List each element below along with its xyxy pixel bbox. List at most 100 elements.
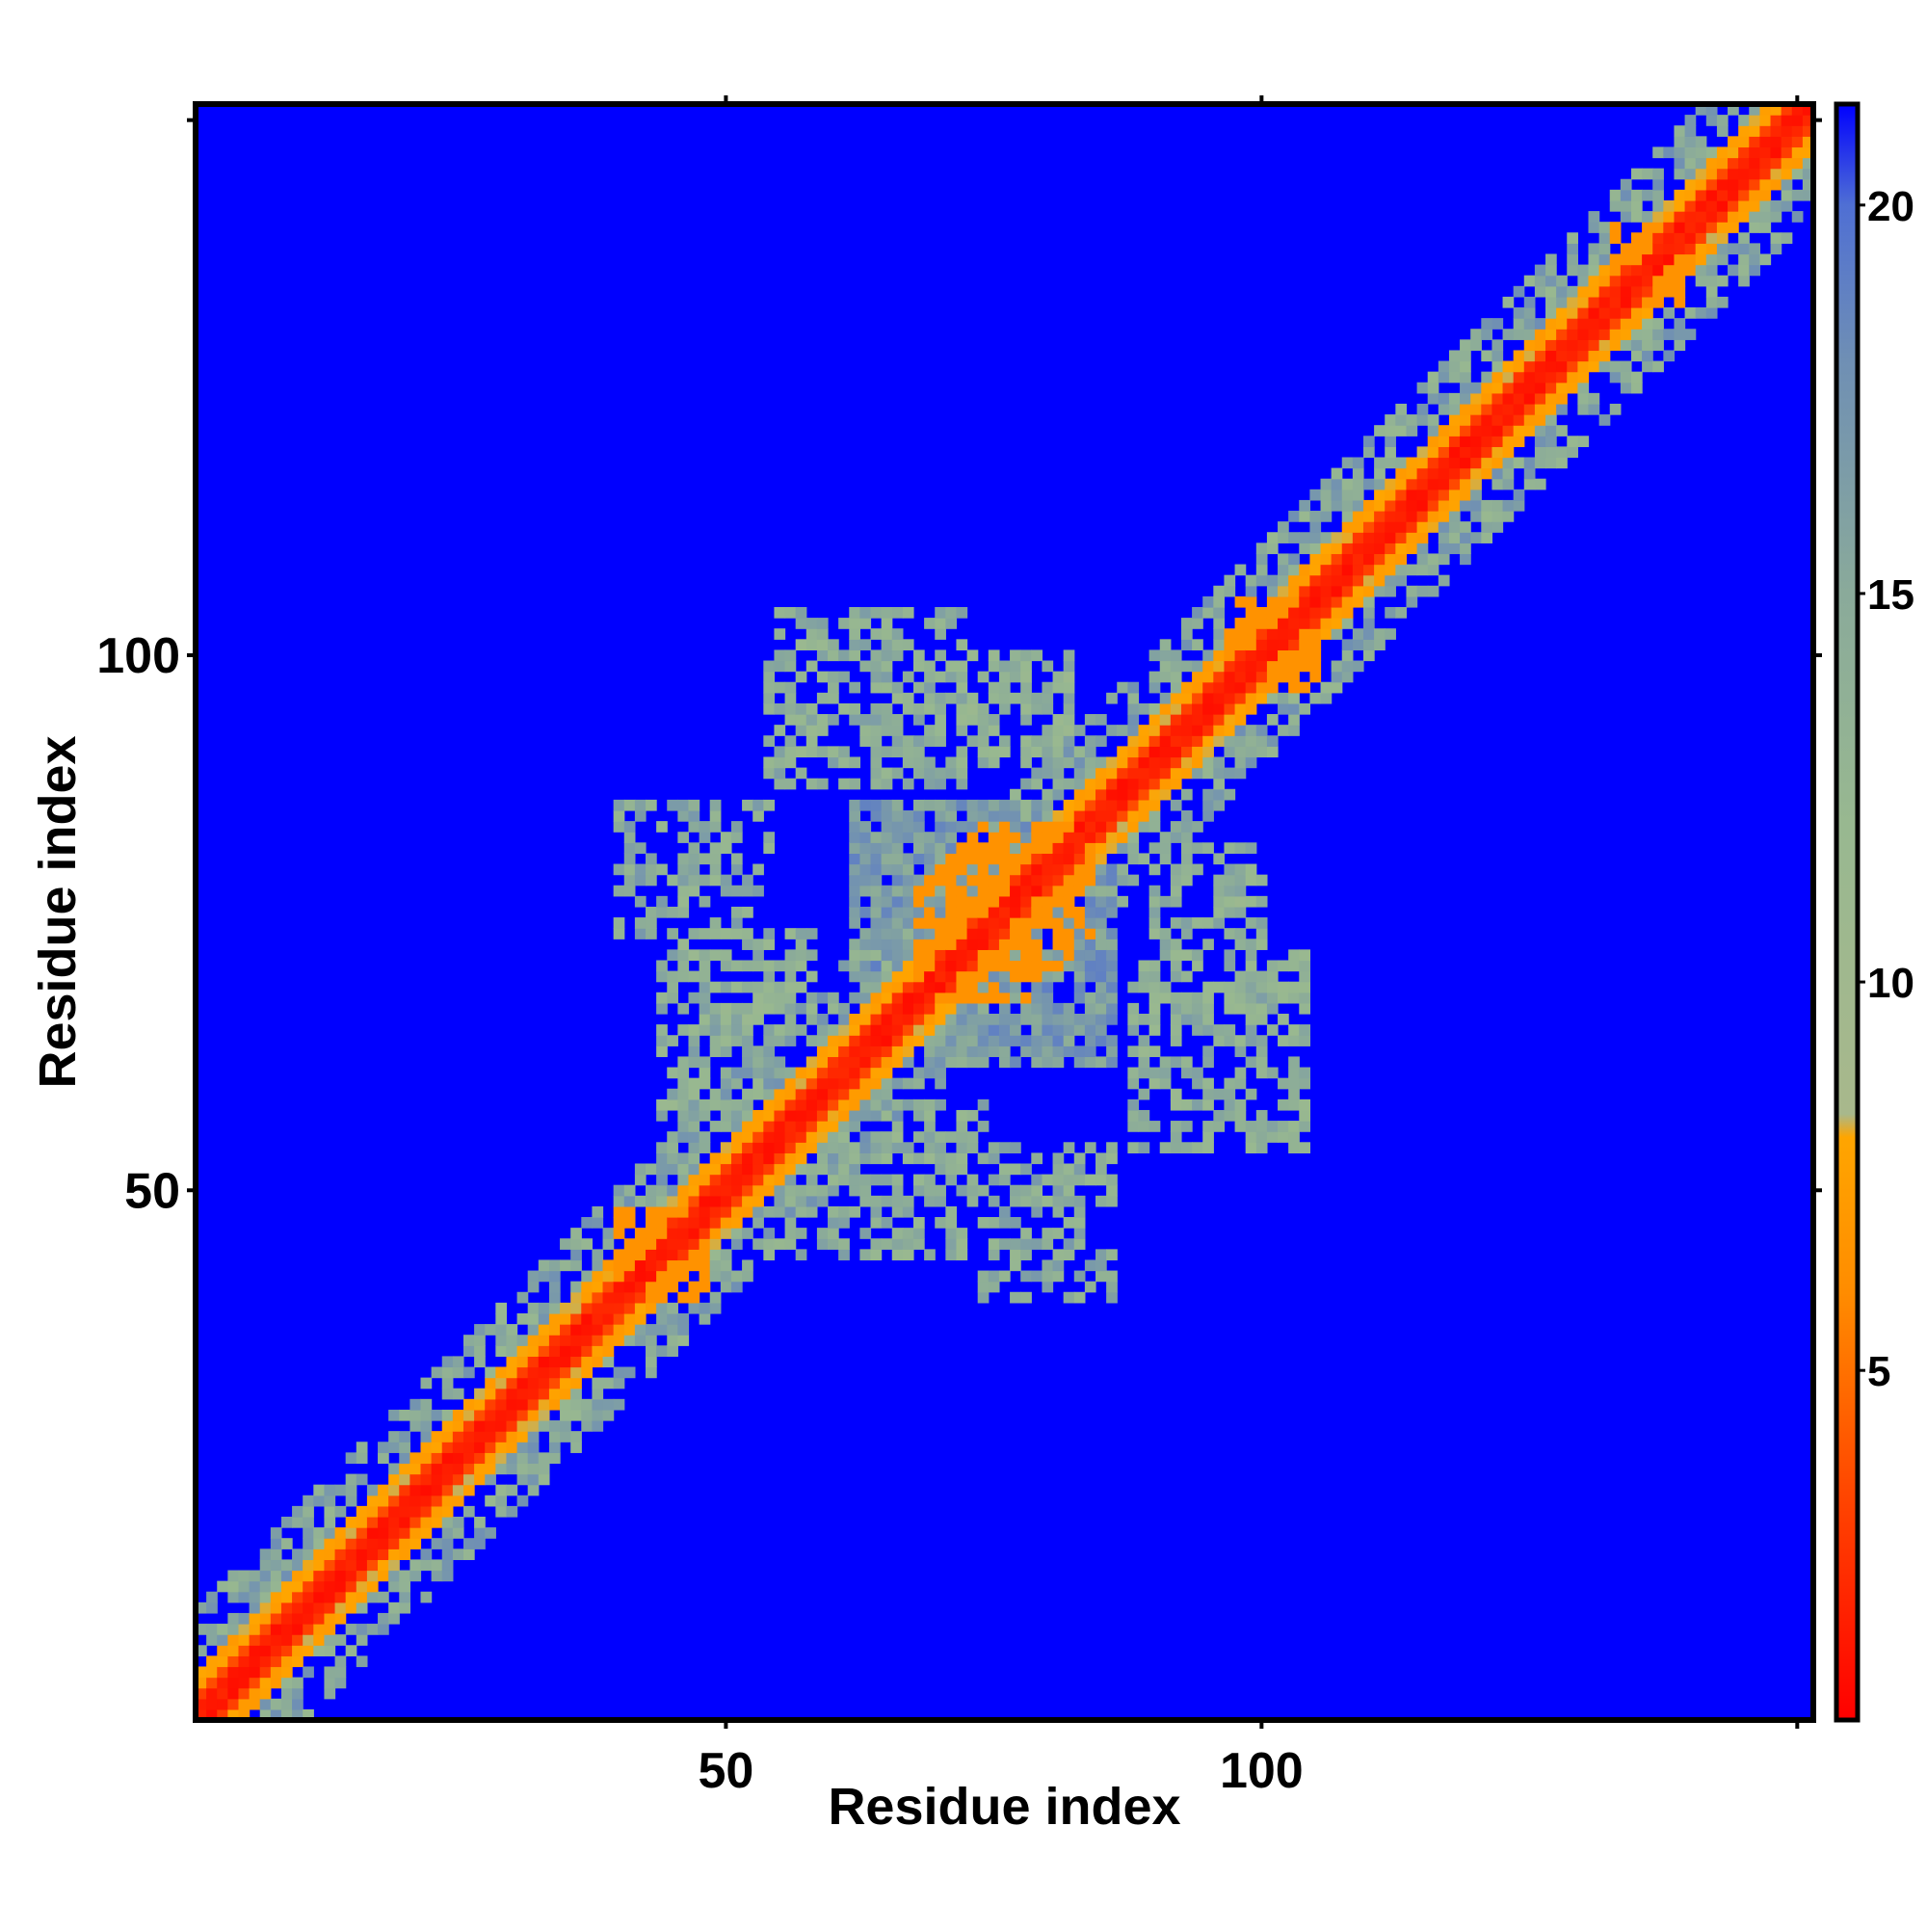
heatmap-cell [613, 1312, 625, 1325]
heatmap-cell [795, 1142, 807, 1153]
heatmap-cell [699, 1184, 711, 1197]
heatmap-cell [1556, 425, 1568, 437]
heatmap-cell [1759, 178, 1772, 191]
heatmap-cell [259, 1624, 272, 1635]
heatmap-cell [1063, 746, 1075, 758]
heatmap-cell [1460, 392, 1471, 405]
heatmap-cell [1513, 382, 1525, 394]
heatmap-cell [763, 735, 776, 747]
heatmap-cell [998, 735, 1011, 747]
heatmap-cell [1192, 917, 1203, 929]
heatmap-cell [1320, 532, 1333, 543]
heatmap-cell [1202, 981, 1214, 993]
heatmap-cell [1020, 970, 1032, 983]
heatmap-cell [1374, 585, 1386, 597]
heatmap-cell [870, 1174, 883, 1186]
heatmap-cell [217, 1677, 228, 1689]
heatmap-cell [1117, 821, 1128, 833]
heatmap-cell [1255, 1121, 1268, 1132]
heatmap-cell [1749, 157, 1760, 170]
heatmap-cell [1234, 725, 1247, 736]
heatmap-cell [1299, 992, 1310, 1004]
heatmap-cell [1255, 1056, 1268, 1069]
heatmap-cell [1630, 211, 1643, 223]
heatmap-cell [1738, 168, 1750, 180]
heatmap-cell [1320, 511, 1333, 522]
heatmap-cell [462, 1335, 475, 1346]
heatmap-cell [441, 1559, 454, 1572]
heatmap-cell [1674, 296, 1686, 308]
heatmap-cell [988, 906, 1000, 918]
heatmap-cell [688, 1056, 700, 1069]
heatmap-cell [613, 799, 625, 811]
heatmap-cell [998, 906, 1011, 918]
heatmap-cell [1448, 543, 1461, 555]
heatmap-cell [388, 1516, 400, 1528]
heatmap-cell [966, 1002, 979, 1015]
heatmap-cell [816, 725, 829, 736]
heatmap-cell [538, 1312, 550, 1325]
heatmap-cell [1224, 671, 1236, 683]
heatmap-cell [1095, 949, 1107, 962]
heatmap-cell [1073, 1205, 1086, 1218]
heatmap-cell [1180, 767, 1193, 780]
heatmap-cell [1213, 660, 1226, 673]
heatmap-cell [805, 1184, 818, 1197]
heatmap-cell [1042, 767, 1054, 780]
heatmap-cell [1460, 403, 1471, 415]
heatmap-cell [1341, 574, 1354, 587]
heatmap-cell [1577, 371, 1590, 384]
heatmap-cell [1127, 799, 1140, 811]
heatmap-cell [1513, 307, 1525, 319]
heatmap-cell [646, 928, 657, 940]
heatmap-cell [924, 1014, 936, 1025]
heatmap-cell [1630, 243, 1643, 255]
heatmap-cell [1502, 371, 1515, 384]
heatmap-cell [1791, 125, 1804, 137]
heatmap-cell [441, 1505, 454, 1518]
heatmap-cell [1288, 992, 1300, 1004]
heatmap-cell [859, 1035, 872, 1046]
heatmap-cell [1567, 382, 1578, 394]
heatmap-cell [1663, 275, 1676, 287]
heatmap-cell [1299, 639, 1310, 651]
heatmap-cell [838, 1077, 850, 1090]
heatmap-cell [1063, 809, 1075, 822]
heatmap-cell [667, 1249, 678, 1261]
heatmap-cell [1245, 1088, 1257, 1100]
heatmap-cell [1781, 115, 1793, 126]
heatmap-cell [474, 1409, 486, 1421]
heatmap-cell [1138, 1088, 1150, 1100]
heatmap-cell [902, 1152, 914, 1165]
heatmap-cell [1598, 350, 1611, 362]
heatmap-cell [1513, 425, 1525, 437]
heatmap-cell [1759, 146, 1772, 159]
heatmap-cell [259, 1559, 272, 1572]
heatmap-cell [859, 874, 872, 887]
heatmap-cell [1095, 1270, 1107, 1283]
heatmap-cell [613, 885, 625, 897]
heatmap-cell [774, 725, 786, 736]
heatmap-cell [891, 1238, 904, 1250]
heatmap-cell [1117, 842, 1128, 855]
heatmap-cell [378, 1538, 389, 1549]
heatmap-cell [1042, 725, 1054, 736]
heatmap-cell [1620, 296, 1632, 308]
heatmap-cell [774, 1067, 786, 1079]
heatmap-cell [1598, 243, 1611, 255]
heatmap-cell [977, 671, 990, 683]
heatmap-cell [795, 1131, 807, 1143]
heatmap-cell [1460, 446, 1471, 459]
heatmap-cell [742, 1024, 753, 1036]
heatmap-cell [859, 1067, 872, 1079]
heatmap-cell [1084, 1002, 1096, 1015]
heatmap-cell [1630, 168, 1643, 180]
heatmap-cell [667, 1142, 678, 1153]
heatmap-cell [870, 992, 883, 1004]
heatmap-cell [1652, 178, 1664, 191]
heatmap-cell [1063, 885, 1075, 897]
heatmap-cell [1309, 574, 1322, 587]
heatmap-cell [1180, 660, 1193, 673]
heatmap-cell [1063, 1002, 1075, 1015]
heatmap-cell [752, 1131, 764, 1143]
